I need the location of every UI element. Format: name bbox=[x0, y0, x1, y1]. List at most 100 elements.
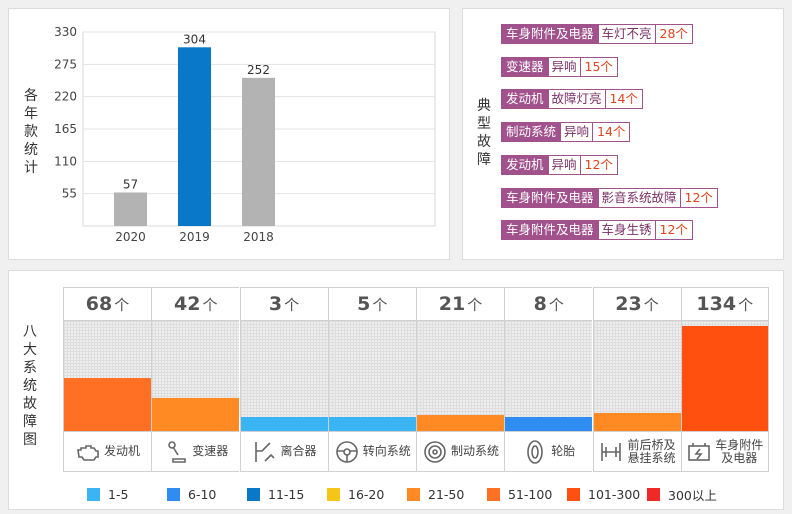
fault-symptom-label: 影音系统故障 bbox=[598, 187, 681, 208]
fault-category-label: 车身附件及电器 bbox=[501, 187, 599, 208]
system-count-value: 8 bbox=[533, 293, 547, 315]
system-bar bbox=[417, 414, 504, 431]
fault-count-label: 28个 bbox=[655, 24, 693, 44]
system-bar bbox=[240, 417, 328, 431]
legend-label: 101-300 bbox=[588, 487, 641, 502]
system-count: 23 个 bbox=[593, 288, 681, 321]
system-label-cell: 变速器 bbox=[152, 431, 240, 471]
typical-fault-item: 发动机 异响 12个 bbox=[501, 154, 618, 175]
bar-2019 bbox=[178, 47, 211, 226]
legend-label: 1-5 bbox=[108, 487, 129, 502]
legend-item: 51-100 bbox=[487, 485, 567, 504]
system-count-unit: 个 bbox=[467, 296, 483, 314]
typical-fault-item: 车身附件及电器 车身生锈 12个 bbox=[501, 220, 693, 241]
x-tick-label: 2018 bbox=[243, 230, 274, 244]
legend-label: 21-50 bbox=[428, 487, 465, 502]
fault-count-label: 14个 bbox=[593, 122, 631, 143]
clutch-icon bbox=[255, 441, 276, 462]
system-name: 前后桥及 悬挂系统 bbox=[627, 437, 676, 465]
legend-label: 51-100 bbox=[508, 487, 553, 502]
legend-item: 300以上 bbox=[647, 485, 727, 504]
fault-category-label: 制动系统 bbox=[501, 122, 562, 143]
system-count: 42 个 bbox=[152, 288, 240, 321]
system-faults-chart: 68 个发动机 42 个变速器 3 个离合器 5 个转向系统 21 个制动系统 8 个轮胎 23 个前后桥… bbox=[63, 287, 769, 472]
system-bar-area bbox=[152, 321, 240, 431]
legend-swatch bbox=[487, 488, 500, 501]
y-tick-label: 165 bbox=[54, 122, 77, 136]
legend-item: 21-50 bbox=[407, 485, 487, 504]
system-label-cell: 制动系统 bbox=[417, 431, 504, 471]
legend-item: 11-15 bbox=[247, 485, 327, 504]
system-label-cell: 转向系统 bbox=[328, 431, 416, 471]
legend-swatch bbox=[647, 488, 660, 501]
fault-category-label: 车身附件及电器 bbox=[501, 220, 599, 241]
x-tick-label: 2020 bbox=[115, 230, 146, 244]
brake-disc-icon bbox=[424, 440, 446, 463]
system-label-cell: 轮胎 bbox=[505, 431, 593, 471]
legend-item: 101-300 bbox=[567, 485, 647, 504]
battery-icon bbox=[688, 442, 711, 461]
fault-category-label: 发动机 bbox=[501, 89, 549, 110]
legend-label: 6-10 bbox=[188, 487, 217, 502]
system-bar-area bbox=[328, 321, 416, 431]
system-bar-area bbox=[681, 321, 768, 431]
system-bar bbox=[681, 325, 768, 431]
bar-value-label: 57 bbox=[123, 177, 138, 191]
system-count-value: 3 bbox=[268, 293, 283, 315]
y-tick-label: 330 bbox=[54, 25, 77, 39]
legend-item: 16-20 bbox=[327, 485, 407, 504]
system-bar bbox=[593, 412, 681, 431]
color-legend: 1-5 6-10 11-15 16-20 21-50 51-100 101-300 300以上 bbox=[87, 485, 727, 504]
system-label-cell: 前后桥及 悬挂系统 bbox=[593, 431, 681, 471]
bar-value-label: 252 bbox=[247, 63, 270, 77]
system-bar-area bbox=[593, 321, 681, 431]
fault-category-label: 变速器 bbox=[501, 56, 549, 77]
system-count-value: 42 bbox=[174, 293, 201, 315]
legend-swatch bbox=[247, 488, 260, 501]
system-count: 134 个 bbox=[681, 288, 768, 321]
system-column: 68 个发动机 bbox=[63, 287, 151, 472]
fault-count-label: 12个 bbox=[655, 220, 693, 241]
system-count-unit: 个 bbox=[284, 296, 300, 314]
fault-count-label: 12个 bbox=[580, 154, 618, 175]
typical-fault-item: 发动机 故障灯亮 14个 bbox=[501, 89, 643, 110]
legend-swatch bbox=[407, 488, 420, 501]
fault-count-label: 15个 bbox=[580, 56, 618, 77]
system-count-unit: 个 bbox=[202, 296, 218, 314]
system-count: 21 个 bbox=[417, 288, 504, 321]
system-column: 42 个变速器 bbox=[151, 287, 240, 472]
system-name: 发动机 bbox=[103, 444, 140, 458]
system-bar bbox=[64, 377, 151, 431]
yearly-bar-chart: 55 110 165 220 275 330 57 2020 304 2019 252 2018 bbox=[54, 25, 436, 244]
typical-faults-panel: 典型故障 车身附件及电器 车灯不亮 28个 变速器 异响 15个 发动机 故障灯亮 14个 制动系… bbox=[462, 8, 784, 260]
engine-icon bbox=[77, 444, 99, 461]
system-count-value: 5 bbox=[357, 293, 371, 315]
system-count-unit: 个 bbox=[548, 296, 564, 314]
system-bar-area bbox=[64, 321, 151, 431]
system-column: 21 个制动系统 bbox=[416, 287, 504, 472]
system-bar-area bbox=[417, 321, 504, 431]
gearshift-icon bbox=[168, 440, 187, 463]
fault-category-label: 发动机 bbox=[501, 154, 549, 175]
legend-item: 1-5 bbox=[87, 485, 167, 504]
legend-swatch bbox=[567, 488, 580, 501]
system-count-value: 134 bbox=[696, 293, 737, 315]
fault-category-label: 车身附件及电器 bbox=[501, 24, 599, 44]
system-column: 3 个离合器 bbox=[239, 287, 328, 472]
system-column: 8 个轮胎 bbox=[504, 287, 593, 472]
bar-2020 bbox=[114, 192, 147, 226]
system-bar bbox=[505, 417, 593, 431]
y-tick-label: 110 bbox=[54, 154, 77, 168]
system-column: 23 个前后桥及 悬挂系统 bbox=[592, 287, 681, 472]
typical-fault-item: 变速器 异响 15个 bbox=[501, 56, 618, 77]
fault-symptom-label: 异响 bbox=[548, 56, 581, 77]
bar-2018 bbox=[242, 77, 275, 226]
system-label-cell: 离合器 bbox=[240, 431, 328, 471]
system-bar bbox=[152, 398, 240, 431]
system-faults-title: 八大系统故障图 bbox=[23, 324, 37, 448]
system-name: 转向系统 bbox=[362, 444, 411, 458]
y-tick-label: 220 bbox=[54, 90, 77, 104]
typical-fault-item: 车身附件及电器 车灯不亮 28个 bbox=[501, 24, 693, 44]
